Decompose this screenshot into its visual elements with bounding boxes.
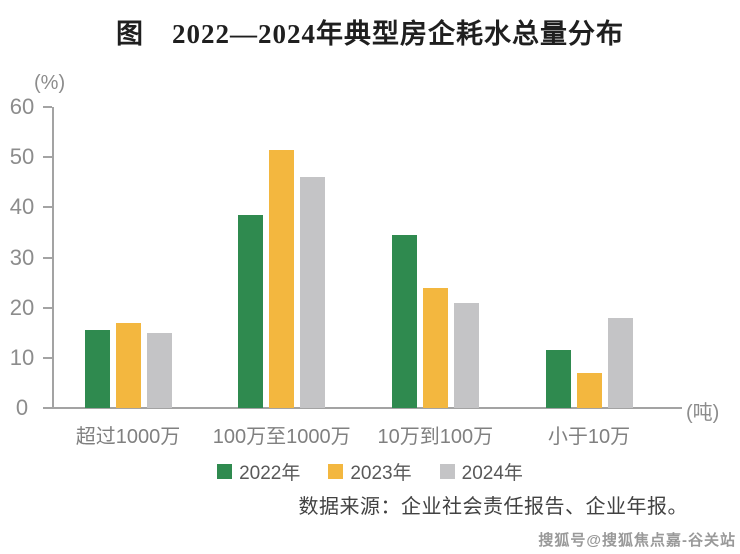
- y-axis-tick: [43, 106, 52, 108]
- legend-label: 2023年: [350, 463, 412, 484]
- bar-2023年-10万到100万: [422, 287, 448, 408]
- bar-2023年-超过1000万: [115, 322, 141, 408]
- legend-swatch-icon: [217, 464, 233, 479]
- bar-2022年-小于10万: [545, 350, 571, 408]
- y-axis-tick-label: 30: [9, 244, 35, 270]
- bar-2023年-100万至1000万: [269, 149, 295, 408]
- legend-label: 2022年: [239, 463, 301, 484]
- legend-swatch-icon: [439, 464, 455, 479]
- y-axis-tick-label: 60: [9, 94, 35, 119]
- bar-2022年-超过1000万: [84, 330, 110, 408]
- legend-label: 2024年: [461, 463, 523, 484]
- y-axis-tick: [43, 356, 52, 359]
- y-axis-tick: [43, 306, 52, 309]
- y-axis-tick-label: 0: [15, 395, 29, 420]
- y-axis-tick: [43, 156, 52, 159]
- legend-item-2023年: 2023年: [328, 458, 412, 485]
- y-axis-tick: [43, 407, 52, 409]
- legend-item-2022年: 2022年: [217, 458, 300, 485]
- y-axis-unit-label: (%): [34, 72, 66, 94]
- x-axis-unit-label: (吨): [686, 402, 720, 424]
- chart-title: 图 2022—2024年典型房企耗水总量分布: [116, 19, 624, 49]
- source-note: 数据来源：企业社会责任报告、企业年报。: [298, 496, 688, 518]
- y-axis-tick-label: 10: [9, 344, 35, 370]
- bar-2024年-小于10万: [607, 317, 633, 408]
- bar-2023年-小于10万: [576, 372, 602, 408]
- legend-item-2024年: 2024年: [439, 458, 523, 485]
- bar-2024年-超过1000万: [146, 332, 172, 408]
- legend-swatch-icon: [328, 464, 344, 479]
- y-axis-tick: [43, 206, 52, 209]
- y-axis-tick-label: 20: [9, 294, 35, 320]
- x-axis-category-label: 100万至1000万: [212, 426, 351, 448]
- bar-2022年-100万至1000万: [238, 214, 264, 408]
- bar-2022年-10万到100万: [391, 234, 417, 408]
- bar-2024年-100万至1000万: [300, 177, 326, 408]
- bar-2024年-10万到100万: [453, 302, 479, 408]
- x-axis-category-label: 小于10万: [547, 426, 631, 448]
- y-axis-tick-label: 50: [9, 144, 35, 170]
- x-axis-category-label: 超过1000万: [75, 426, 181, 448]
- watermark: 搜狐号@搜狐焦点嘉-谷关站: [538, 532, 736, 549]
- legend: 2022年 2023年 2024年: [0, 458, 740, 485]
- x-axis-line: [52, 407, 682, 409]
- y-axis-line: [52, 107, 54, 408]
- y-axis-tick: [43, 256, 52, 259]
- y-axis-tick-label: 40: [9, 194, 35, 220]
- x-axis-category-label: 10万到100万: [377, 426, 494, 448]
